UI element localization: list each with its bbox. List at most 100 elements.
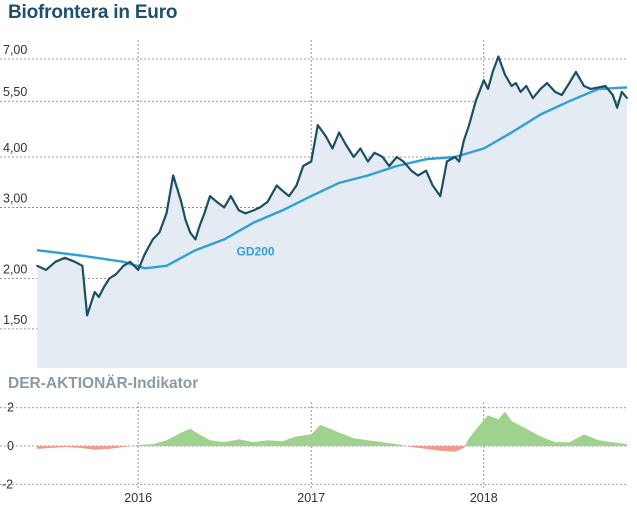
- price-point: [439, 195, 442, 198]
- price-point: [259, 206, 261, 209]
- price-point: [515, 82, 517, 84]
- indicator-axis-labels: 2 0 -2: [2, 401, 14, 492]
- gd200-line: [36, 86, 628, 270]
- indicator-area: [37, 411, 627, 452]
- price-point: [344, 143, 347, 146]
- price-point: [381, 156, 384, 158]
- price-point: [487, 88, 489, 90]
- price-point: [54, 260, 57, 263]
- price-point: [252, 209, 255, 212]
- price-point: [497, 55, 500, 58]
- price-point: [275, 184, 278, 187]
- y-tick-label: 4,00: [3, 141, 27, 155]
- price-point: [554, 91, 556, 93]
- price-point: [184, 218, 187, 221]
- price-point: [568, 82, 571, 84]
- price-point: [525, 85, 528, 87]
- price-lines: [36, 55, 628, 317]
- price-point: [172, 174, 175, 177]
- price-point: [359, 147, 362, 150]
- price-point: [425, 169, 427, 172]
- price-point: [367, 160, 369, 163]
- price-point: [102, 286, 105, 289]
- price-point: [215, 200, 218, 203]
- price-point: [288, 195, 290, 198]
- price-point: [203, 212, 206, 215]
- y-tick-label: 3,00: [3, 191, 27, 205]
- price-point: [137, 269, 140, 271]
- price-point: [325, 135, 327, 138]
- price-point: [338, 131, 340, 134]
- price-point: [295, 184, 298, 187]
- x-axis-labels: 2016 2017 2018: [124, 491, 497, 505]
- price-point: [395, 156, 398, 158]
- price-point: [180, 200, 183, 203]
- price-point: [93, 291, 96, 293]
- y-tick-label: 5,50: [3, 85, 27, 99]
- price-point: [491, 71, 494, 73]
- price-point: [583, 85, 585, 87]
- price-point: [194, 238, 197, 241]
- price-point: [575, 71, 577, 73]
- y-tick-label: 1,50: [3, 313, 27, 327]
- price-point: [316, 124, 319, 126]
- price-point: [165, 212, 168, 215]
- price-point: [151, 238, 154, 241]
- price-point: [244, 212, 247, 215]
- price-point: [611, 94, 614, 96]
- price-point: [474, 100, 477, 103]
- indicator-tick-label: 2: [7, 401, 14, 415]
- price-point: [446, 160, 448, 163]
- price-point: [122, 264, 125, 267]
- price-point: [352, 156, 355, 158]
- x-tick-label: 2016: [124, 491, 152, 505]
- price-point: [604, 85, 607, 87]
- price-axis-labels: 7,00 5,50 4,00 3,00 2,00 1,50 GD200: [3, 43, 275, 327]
- price-point: [64, 256, 66, 259]
- price-point: [302, 165, 305, 167]
- indicator-negative-area: [37, 446, 627, 452]
- price-point: [198, 225, 201, 227]
- price-point: [417, 174, 419, 177]
- price-point: [539, 88, 542, 90]
- price-point: [229, 195, 232, 198]
- y-tick-label: 2,00: [3, 262, 27, 276]
- x-tick-label: 2017: [297, 491, 325, 505]
- price-point: [189, 231, 192, 234]
- price-point: [266, 200, 269, 203]
- price-point: [143, 253, 146, 255]
- price-point: [108, 277, 111, 280]
- indicator-positive-area: [37, 411, 627, 446]
- price-point: [402, 160, 405, 163]
- price-point: [510, 85, 513, 87]
- price-point: [519, 91, 522, 93]
- gd200-label: GD200: [237, 245, 275, 259]
- price-point: [560, 94, 563, 96]
- indicator-title: DER-AKTIONÄR-Indikator: [8, 375, 199, 392]
- price-point: [209, 195, 211, 198]
- price-point: [626, 97, 628, 99]
- price-point: [310, 160, 313, 163]
- price-point: [454, 156, 456, 158]
- price-point: [73, 260, 76, 263]
- price-point: [431, 184, 434, 187]
- price-point: [115, 273, 117, 276]
- price-point: [463, 139, 465, 142]
- price-point: [331, 147, 334, 150]
- price-point: [81, 264, 84, 267]
- chart-title: Biofrontera in Euro: [8, 2, 178, 23]
- y-tick-label: 7,00: [3, 43, 27, 57]
- price-point: [458, 160, 461, 163]
- price-point: [158, 231, 161, 234]
- price-point: [620, 91, 623, 93]
- price-point: [589, 88, 592, 90]
- price-point: [597, 86, 600, 89]
- price-area: [37, 56, 627, 368]
- price-point: [36, 264, 38, 267]
- price-point: [388, 165, 391, 167]
- price-fill: [37, 56, 627, 368]
- price-point: [373, 151, 376, 154]
- price-point: [98, 296, 100, 298]
- indicator-tick-label: 0: [7, 439, 14, 453]
